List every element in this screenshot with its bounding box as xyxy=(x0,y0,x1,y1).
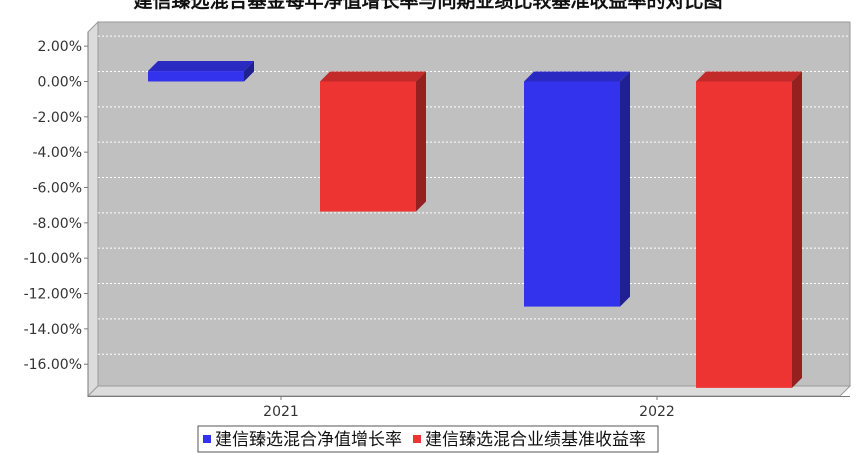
y-tick-label: -4.00% xyxy=(32,145,82,161)
bar-2022-2 xyxy=(696,71,802,388)
x-tick-label-2022: 2022 xyxy=(639,404,675,420)
y-tick-label: -16.00% xyxy=(24,357,82,373)
y-tick-label: -6.00% xyxy=(32,180,82,196)
bar-side-face xyxy=(416,71,426,212)
bar-side-face xyxy=(792,71,802,388)
bar-front-face xyxy=(320,81,416,212)
bar-front-face xyxy=(148,71,244,82)
y-tick-label: -10.00% xyxy=(24,251,82,267)
y-tick-label: -12.00% xyxy=(24,287,82,303)
y-tick-label: 2.00% xyxy=(38,39,82,55)
bar-2021-1 xyxy=(148,61,254,82)
legend: 建信臻选混合净值增长率 建信臻选混合业绩基准收益率 xyxy=(197,425,659,453)
bar-top-face xyxy=(524,71,630,82)
legend-swatch-2 xyxy=(413,435,421,443)
chart-title: 建信臻选混合基金每年净值增长率与同期业绩比较基准收益率的对比图 xyxy=(133,0,722,12)
legend-label-2: 建信臻选混合业绩基准收益率 xyxy=(425,430,646,450)
legend-label-1: 建信臻选混合净值增长率 xyxy=(215,430,402,450)
y-tick-label: 0.00% xyxy=(38,74,82,90)
y-tick-label: -8.00% xyxy=(32,216,82,232)
bar-top-face xyxy=(148,61,254,72)
legend-box xyxy=(197,425,659,453)
axes: 2.00% 0.00% -2.00% -4.00% -6.00% -8.00% -10.00… xyxy=(24,32,850,420)
bar-front-face xyxy=(696,81,792,388)
y-tick-label: -2.00% xyxy=(32,110,82,126)
bar-side-face xyxy=(620,71,630,307)
x-tick-label-2021: 2021 xyxy=(263,404,299,420)
y-tick-label: -14.00% xyxy=(24,322,82,338)
bars xyxy=(148,61,802,388)
bar-2021-2 xyxy=(320,71,426,212)
plot-side-wall xyxy=(87,20,99,398)
bar-front-face xyxy=(524,81,620,307)
grid-lines xyxy=(98,35,850,355)
bar-2022-1 xyxy=(524,71,630,307)
bar-top-face xyxy=(696,71,802,82)
legend-swatch-1 xyxy=(203,435,211,443)
bar-top-face xyxy=(320,71,426,82)
bar-side-face xyxy=(244,61,254,82)
plot-area xyxy=(86,20,852,398)
